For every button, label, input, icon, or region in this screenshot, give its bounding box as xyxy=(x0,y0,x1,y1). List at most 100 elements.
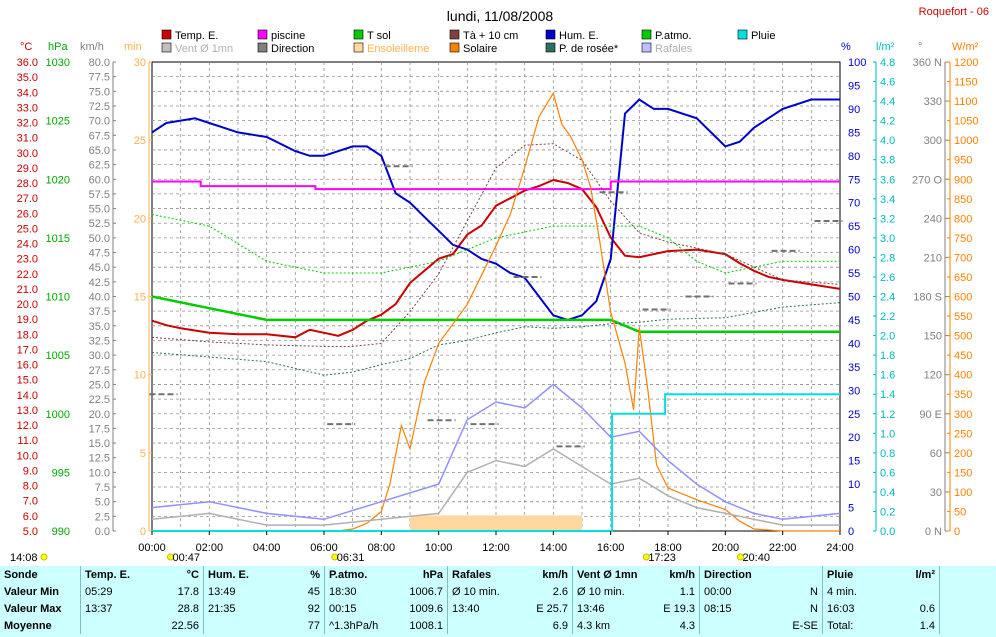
tick-label: 5.0 xyxy=(95,497,110,509)
tick-label: 40 xyxy=(848,338,860,350)
unit-rain: l/m² xyxy=(876,41,895,53)
legend-item: piscine xyxy=(257,29,305,42)
tick-label: 330 xyxy=(924,96,942,108)
tick-label: 5 xyxy=(848,503,854,515)
tick-label: 500 xyxy=(954,331,972,343)
series-piscine xyxy=(152,180,840,191)
legend-label: Solaire xyxy=(463,43,497,55)
tick-label: 35 xyxy=(848,362,860,374)
tick-label: 32.5 xyxy=(89,335,110,347)
legend-item: Solaire xyxy=(449,42,497,55)
x-axis: 00:00 02:00 04:00 06:00 08:00 10:00 12:00 14:00… xyxy=(138,531,854,554)
summary-cell: 4.3 xyxy=(679,619,695,632)
tick-label: 32.0 xyxy=(17,118,38,130)
tick-label: 18.0 xyxy=(17,329,38,341)
tick-label: 5 xyxy=(140,448,146,460)
tick-label: 995 xyxy=(52,467,70,479)
tick-label: 50 xyxy=(848,292,860,304)
tick-label: 35.0 xyxy=(17,72,38,84)
tick-label: 5.0 xyxy=(23,526,38,538)
tick-label: 650 xyxy=(954,272,972,284)
legend-label: Hum. E. xyxy=(559,30,599,42)
summary-cell: 1.4 xyxy=(919,619,935,632)
legend-item: P.atmo. xyxy=(641,29,692,42)
sun-icon xyxy=(40,553,48,561)
tick-label: 36.0 xyxy=(17,57,38,69)
tick-label: 1100 xyxy=(954,96,978,108)
tick-label: 22.5 xyxy=(89,394,110,406)
tick-label: 27.5 xyxy=(89,365,110,377)
tick-label: 27.0 xyxy=(17,193,38,205)
series-hum-e- xyxy=(151,98,840,321)
tick-label: 4.8 xyxy=(880,57,895,69)
summary-cell: 4 min. xyxy=(822,583,883,600)
tick-label: 19.0 xyxy=(17,314,38,326)
tick-label: 72.5 xyxy=(89,101,110,113)
tick-label: 7.5 xyxy=(95,482,110,494)
x-tick-label: 20:00 xyxy=(712,542,740,554)
tick-label: 2.6 xyxy=(880,272,895,284)
tick-label: 14.0 xyxy=(17,390,38,402)
tick-label: 42.5 xyxy=(89,277,110,289)
weather-chart: lundi, 11/08/2008 Roquefort - 06 Temp. E… xyxy=(10,6,989,564)
summary-cell: 45 xyxy=(307,585,320,598)
tick-label: 30 xyxy=(134,57,146,69)
tick-label: 23.0 xyxy=(17,254,38,266)
tick-label: 55 xyxy=(848,268,860,280)
tick-label: 2.5 xyxy=(95,511,110,523)
summary-h-rafales-unit: km/h xyxy=(542,568,568,581)
tick-label: 52.5 xyxy=(89,218,110,230)
summary-cell: 28.8 xyxy=(177,602,199,615)
unit-pressure: hPa xyxy=(48,41,68,53)
tick-label: 80 xyxy=(848,151,860,163)
tick-label: 1050 xyxy=(954,116,978,128)
tick-label: 47.5 xyxy=(89,248,110,260)
summary-h-pluie-unit: l/m² xyxy=(915,568,935,581)
summary-cell: 13:49 xyxy=(203,583,278,600)
summary-cell: 16:03 xyxy=(822,600,883,617)
tick-label: 1020 xyxy=(46,174,70,186)
tick-label: 7.0 xyxy=(23,496,38,508)
tick-label: 0.0 xyxy=(95,526,110,538)
summary-cell: 17.8 xyxy=(177,585,199,598)
axis-solar_wm2: 1200115011001050100095090085080075070065… xyxy=(947,57,978,538)
tick-label: 80.0 xyxy=(89,57,110,69)
tick-label: 750 xyxy=(954,233,972,245)
tick-label: 100 xyxy=(848,57,866,69)
summary-panel: Sonde Temp. E. °C Hum. E. % P.atmo. hPa … xyxy=(0,566,996,637)
tick-label: 29.0 xyxy=(17,163,38,175)
series-temp-e- xyxy=(151,178,841,339)
tick-label: 150 xyxy=(954,467,972,479)
tick-label: 1.6 xyxy=(880,370,895,382)
tick-label: 3.6 xyxy=(880,174,895,186)
tick-label: 20 xyxy=(134,213,146,225)
tick-label: 62.5 xyxy=(89,160,110,172)
tick-label: 13.0 xyxy=(17,405,38,417)
tick-label: 21.0 xyxy=(17,284,38,296)
tick-label: 360 N xyxy=(913,57,942,69)
unit-humidity: % xyxy=(841,41,851,53)
summary-header-row: Sonde Temp. E. °C Hum. E. % P.atmo. hPa … xyxy=(0,566,996,583)
summary-cell: 05:29 xyxy=(80,583,145,600)
legend-item: Direction xyxy=(257,42,314,55)
summary-cell: E 25.7 xyxy=(536,602,568,615)
summary-cell: 13:46 xyxy=(572,600,649,617)
tick-label: 24.0 xyxy=(17,239,38,251)
tick-label: 0.2 xyxy=(880,506,895,518)
series-solaire xyxy=(152,91,840,532)
tick-label: 3.4 xyxy=(880,194,895,206)
tick-label: 270 O xyxy=(912,174,942,186)
tick-label: 0 xyxy=(848,526,854,538)
tick-label: 60 xyxy=(848,245,860,257)
tick-label: 4.2 xyxy=(880,116,895,128)
tick-label: 100 xyxy=(954,487,972,499)
summary-cell: 4.3 km xyxy=(572,617,649,634)
legend-item: Vent Ø 1mn xyxy=(161,42,233,55)
tick-label: 1200 xyxy=(954,57,978,69)
tick-label: 25 xyxy=(848,409,860,421)
tick-label: 150 xyxy=(924,331,942,343)
series-rafales xyxy=(151,383,841,521)
legend-label: Pluie xyxy=(751,30,775,42)
tick-label: 17.5 xyxy=(89,423,110,435)
summary-h-rafales: Rafales xyxy=(447,566,514,583)
